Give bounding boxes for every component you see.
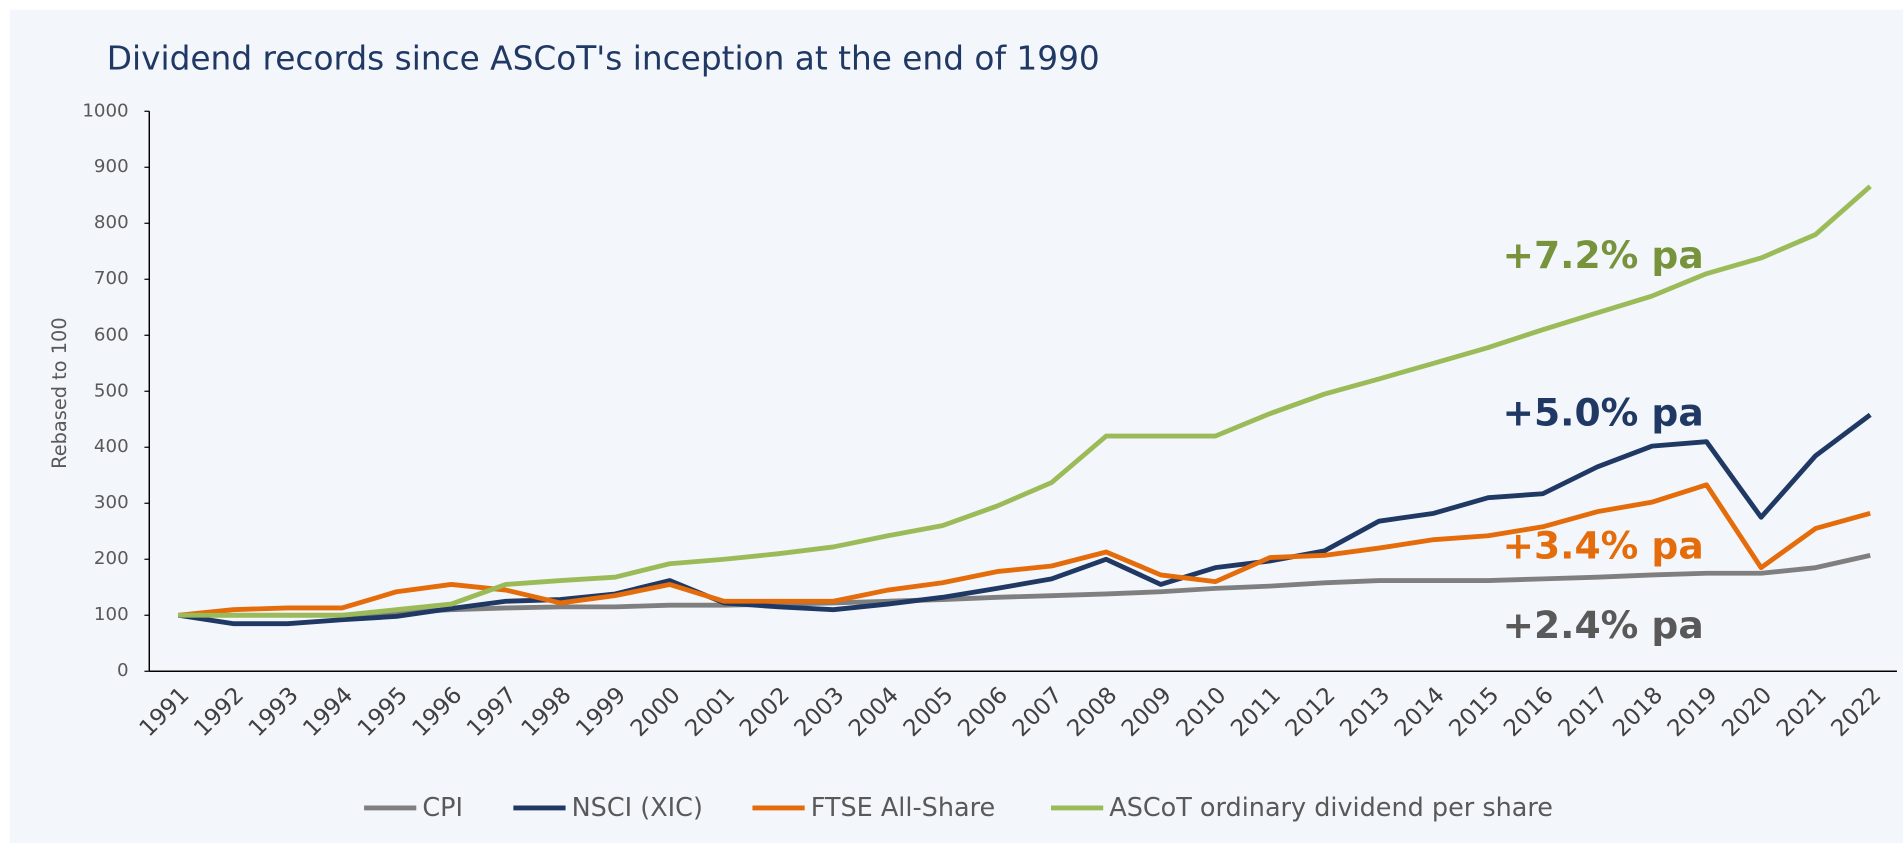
annotation: +3.4% pa: [1502, 523, 1703, 567]
y-axis-title: Rebased to 100: [48, 317, 71, 468]
legend-label: NSCI (XIC): [572, 792, 703, 822]
y-tick-label: 700: [94, 268, 129, 289]
legend-label: ASCoT ordinary dividend per share: [1109, 792, 1553, 822]
y-tick-label: 400: [94, 436, 129, 457]
annotation: +5.0% pa: [1502, 390, 1703, 434]
y-tick-label: 300: [94, 492, 129, 513]
y-tick-label: 900: [94, 156, 129, 177]
y-tick-label: 600: [94, 324, 129, 345]
legend-label: FTSE All-Share: [811, 792, 995, 822]
annotation: +7.2% pa: [1502, 233, 1703, 277]
y-tick-label: 500: [94, 380, 129, 401]
series-line: [178, 412, 1872, 627]
y-tick-label: 1000: [82, 100, 128, 121]
y-tick-label: 800: [94, 212, 129, 233]
series-line: [178, 184, 1872, 618]
legend-label: CPI: [422, 792, 463, 822]
y-tick-label: 100: [94, 604, 129, 625]
y-tick-label: 200: [94, 548, 129, 569]
annotation: +2.4% pa: [1502, 603, 1703, 647]
chart-background: [9, 9, 1903, 843]
series-line: [178, 482, 1871, 618]
y-tick-label: 0: [117, 660, 129, 681]
chart-title: Dividend records since ASCoT's inception…: [107, 40, 1100, 78]
